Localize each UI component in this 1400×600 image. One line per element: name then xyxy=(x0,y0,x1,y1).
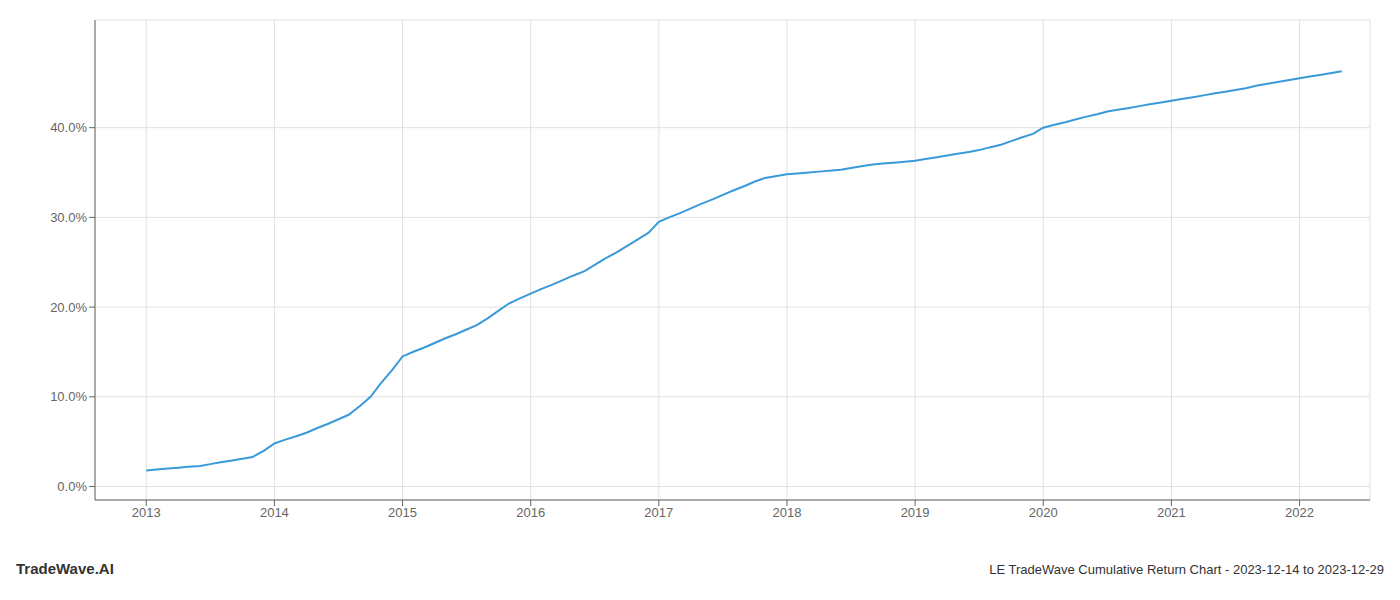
html-text:TradeWave.AI: TradeWave.AI xyxy=(16,560,114,577)
svg-text:40.0%: 40.0% xyxy=(50,120,87,135)
svg-text:2016: 2016 xyxy=(516,505,545,520)
svg-text:2015: 2015 xyxy=(388,505,417,520)
svg-text:2021: 2021 xyxy=(1157,505,1186,520)
svg-text:2013: 2013 xyxy=(132,505,161,520)
svg-text:30.0%: 30.0% xyxy=(50,210,87,225)
svg-text:2014: 2014 xyxy=(260,505,289,520)
svg-text:0.0%: 0.0% xyxy=(57,479,87,494)
svg-text:2020: 2020 xyxy=(1029,505,1058,520)
svg-text:2019: 2019 xyxy=(901,505,930,520)
svg-text:2017: 2017 xyxy=(644,505,673,520)
svg-text:20.0%: 20.0% xyxy=(50,300,87,315)
svg-text:10.0%: 10.0% xyxy=(50,389,87,404)
svg-text:2022: 2022 xyxy=(1285,505,1314,520)
html-text:LE TradeWave Cumulative Return: LE TradeWave Cumulative Return Chart - 2… xyxy=(989,562,1384,577)
svg-text:2018: 2018 xyxy=(772,505,801,520)
